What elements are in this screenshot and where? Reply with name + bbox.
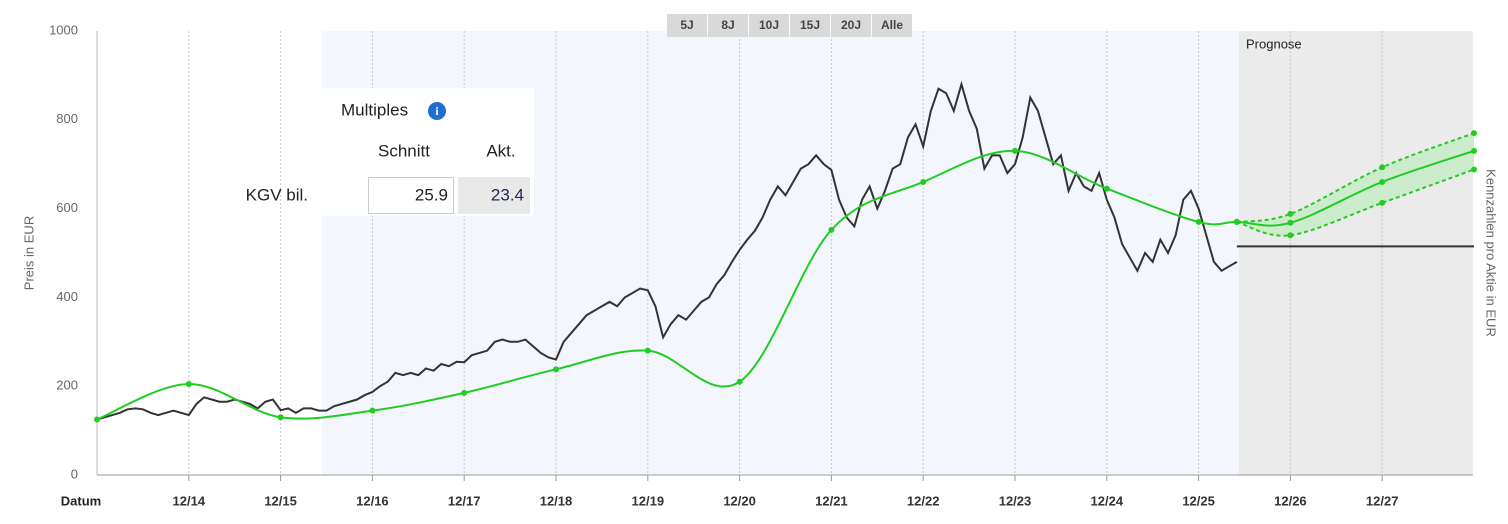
eps-line xyxy=(96,149,1475,421)
price-line xyxy=(96,80,1238,421)
point xyxy=(644,347,651,354)
point xyxy=(828,226,835,233)
y-tick-label: 1000 xyxy=(49,22,78,37)
value: 23.4 xyxy=(491,185,524,204)
info-icon[interactable] xyxy=(428,102,446,120)
x-tick-label: 12/21 xyxy=(815,493,848,508)
range-button[interactable] xyxy=(749,14,789,37)
x-tick-label: 12/19 xyxy=(632,493,665,508)
point xyxy=(94,416,100,423)
point xyxy=(736,378,743,385)
range-button[interactable] xyxy=(790,14,830,37)
x-tick-label: 12/20 xyxy=(723,493,756,508)
range-button-label: 5J xyxy=(680,18,693,32)
point xyxy=(920,178,927,185)
point xyxy=(1379,178,1386,185)
y-axis-label: Preis in EUR xyxy=(21,216,36,290)
x-tick-label: 12/27 xyxy=(1366,493,1399,508)
range-button-label: 20J xyxy=(841,18,861,32)
range-button[interactable] xyxy=(831,14,871,37)
x-tick-label: 12/18 xyxy=(540,493,573,508)
x-tick-label: 12/14 xyxy=(173,493,206,508)
value: 25.9 xyxy=(415,185,448,204)
point xyxy=(1287,210,1294,217)
point xyxy=(1195,218,1202,225)
point xyxy=(1287,232,1294,239)
x-tick-label: 12/15 xyxy=(264,493,297,508)
y-tick-label: 0 xyxy=(71,466,78,481)
point xyxy=(277,414,284,421)
point xyxy=(1471,130,1477,137)
range-button[interactable] xyxy=(667,14,707,37)
point xyxy=(185,380,192,387)
range-button[interactable] xyxy=(708,14,748,37)
x-tick-label: 12/26 xyxy=(1274,493,1307,508)
point xyxy=(553,366,559,373)
multiples-panel: Multiples i Schnitt Akt. KGV bil. 25.9 2… xyxy=(246,88,534,216)
forecast-band xyxy=(1236,133,1474,236)
point xyxy=(1379,164,1386,171)
value-box xyxy=(458,177,530,214)
forecast-shade xyxy=(1239,31,1473,475)
range-button-label: 15J xyxy=(800,18,820,32)
range-button-label: Alle xyxy=(881,18,903,32)
point xyxy=(461,389,468,396)
plot xyxy=(94,80,1477,423)
row-label: KGV bil. xyxy=(246,185,308,204)
column-header: Akt. xyxy=(486,141,515,160)
panel-title: Multiples xyxy=(341,100,408,119)
y2-axis-label: Kennzahlen pro Aktie in EUR xyxy=(1484,169,1499,337)
range-button-label: 10J xyxy=(759,18,779,32)
point xyxy=(1233,218,1240,225)
point xyxy=(1012,147,1018,154)
x-tick-label: 12/22 xyxy=(907,493,940,508)
point xyxy=(369,407,376,414)
y-tick-label: 200 xyxy=(56,378,78,393)
point xyxy=(1471,166,1477,173)
point xyxy=(1379,199,1386,206)
forecast-label: Prognose xyxy=(1246,36,1302,51)
x-tick-label: 12/25 xyxy=(1182,493,1215,508)
y-tick-label: 800 xyxy=(56,111,78,126)
eps-line xyxy=(1236,168,1475,237)
column-header: Schnitt xyxy=(378,141,430,160)
x-tick-label: 12/17 xyxy=(448,493,481,508)
y-tick-label: 400 xyxy=(56,289,78,304)
y-tick-label: 600 xyxy=(56,200,78,215)
value-box xyxy=(368,177,454,214)
range-buttons: 5J 8J 10J 15J 20J Alle xyxy=(667,14,912,37)
range-button[interactable] xyxy=(872,14,912,37)
range-button-label: 8J xyxy=(721,18,734,32)
point xyxy=(1471,147,1477,154)
eps-line xyxy=(1236,132,1475,223)
x-tick-label: 12/23 xyxy=(999,493,1032,508)
info-icon-glyph: i xyxy=(435,104,439,118)
x-axis-label: Datum xyxy=(61,493,101,508)
point xyxy=(1287,219,1294,226)
x-tick-label: 12/24 xyxy=(1091,493,1124,508)
x-tick-label: 12/16 xyxy=(356,493,389,508)
point xyxy=(1103,185,1110,192)
